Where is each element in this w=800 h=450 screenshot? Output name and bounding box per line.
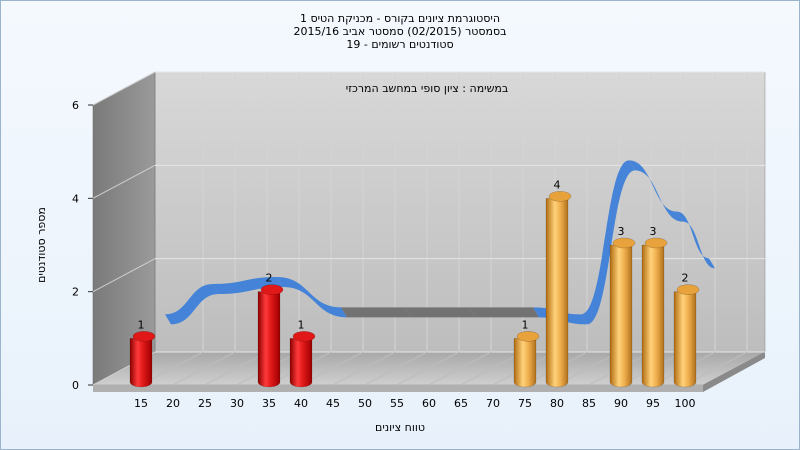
bar-cap — [132, 331, 156, 342]
x-tick-label: 50 — [358, 397, 372, 410]
gridline-floor — [364, 351, 428, 386]
x-tick-label: 25 — [198, 397, 212, 410]
x-tick-label: 35 — [262, 397, 276, 410]
bar-cap — [260, 284, 284, 295]
bar-data-label: 1 — [298, 318, 305, 331]
gridline-floor — [332, 351, 396, 386]
trend-line-segment — [213, 277, 283, 294]
bar-data-label: 4 — [554, 178, 561, 191]
gridline-left — [92, 164, 156, 199]
chart-title-line-3: סטודנטים רשומים - 19 — [346, 38, 454, 51]
y-tick-label: 4 — [72, 192, 79, 205]
x-tick-label: 75 — [518, 397, 532, 410]
gridline-left — [92, 71, 156, 106]
bar — [673, 291, 697, 388]
bar-data-label: 2 — [266, 272, 273, 285]
bar-cap — [612, 237, 636, 249]
y-axis-title: מספר סטודנטים — [35, 207, 48, 283]
x-tick-label: 70 — [486, 397, 500, 410]
gridline-floor — [396, 351, 460, 386]
gridline-floor — [428, 351, 492, 386]
bar — [641, 244, 665, 388]
gridline-floor — [204, 351, 268, 386]
bar — [257, 291, 281, 388]
bar-cap — [292, 331, 316, 342]
x-axis-title: טווח ציונים — [375, 421, 425, 434]
x-tick-label: 30 — [230, 397, 244, 410]
x-tick-label: 95 — [646, 397, 660, 410]
bar — [129, 338, 153, 388]
gridline-floor — [460, 351, 524, 386]
trend-line-segment — [677, 211, 715, 269]
bar — [545, 198, 569, 388]
x-tick-label: 85 — [582, 397, 596, 410]
chart-subtitle: במשימה : ציון סופי במחשב המרכזי — [346, 82, 509, 95]
bar-data-label: 2 — [682, 272, 689, 285]
chart-title-line-2: בסמסטר (02/2015) סמסטר אביב 2015/16 — [293, 25, 507, 38]
trend-line-segment — [629, 160, 683, 222]
bar — [289, 338, 313, 388]
x-tick-label: 55 — [390, 397, 404, 410]
trend-line-segment — [277, 277, 347, 318]
x-tick-label: 45 — [326, 397, 340, 410]
y-tick-label: 2 — [72, 286, 79, 299]
trend-line-segment — [165, 284, 219, 325]
gridline-left — [92, 258, 156, 293]
x-tick-label: 60 — [422, 397, 436, 410]
trend-line-segment — [581, 160, 635, 325]
bar-data-label: 3 — [618, 225, 625, 238]
x-tick-label: 40 — [294, 397, 308, 410]
trend-line-segment — [405, 307, 475, 318]
bar-data-label: 3 — [650, 225, 657, 238]
x-tick-label: 90 — [614, 397, 628, 410]
x-tick-label: 65 — [454, 397, 468, 410]
trend-line-segment — [341, 307, 411, 318]
chart-floor-front — [93, 385, 703, 392]
bar-cap — [676, 284, 700, 295]
bar-cap — [644, 237, 668, 249]
y-tick-label: 6 — [72, 99, 79, 112]
x-tick-label: 80 — [550, 397, 564, 410]
gridline-floor — [172, 351, 236, 386]
trend-line-segment — [469, 307, 539, 318]
bar — [513, 338, 537, 388]
y-tick-label: 0 — [72, 379, 79, 392]
chart-floor-edge — [703, 352, 765, 392]
bar-data-label: 1 — [138, 318, 145, 331]
bar-cap — [548, 191, 572, 202]
x-tick-label: 15 — [134, 397, 148, 410]
bar — [609, 244, 633, 388]
x-tick-label: 100 — [675, 397, 696, 410]
chart-title-line-1: היסטוגרמת ציונים בקורס - מכניקת הטיס 1 — [299, 12, 501, 25]
bar-cap — [516, 331, 540, 342]
x-tick-label: 20 — [166, 397, 180, 410]
bar-data-label: 1 — [522, 318, 529, 331]
